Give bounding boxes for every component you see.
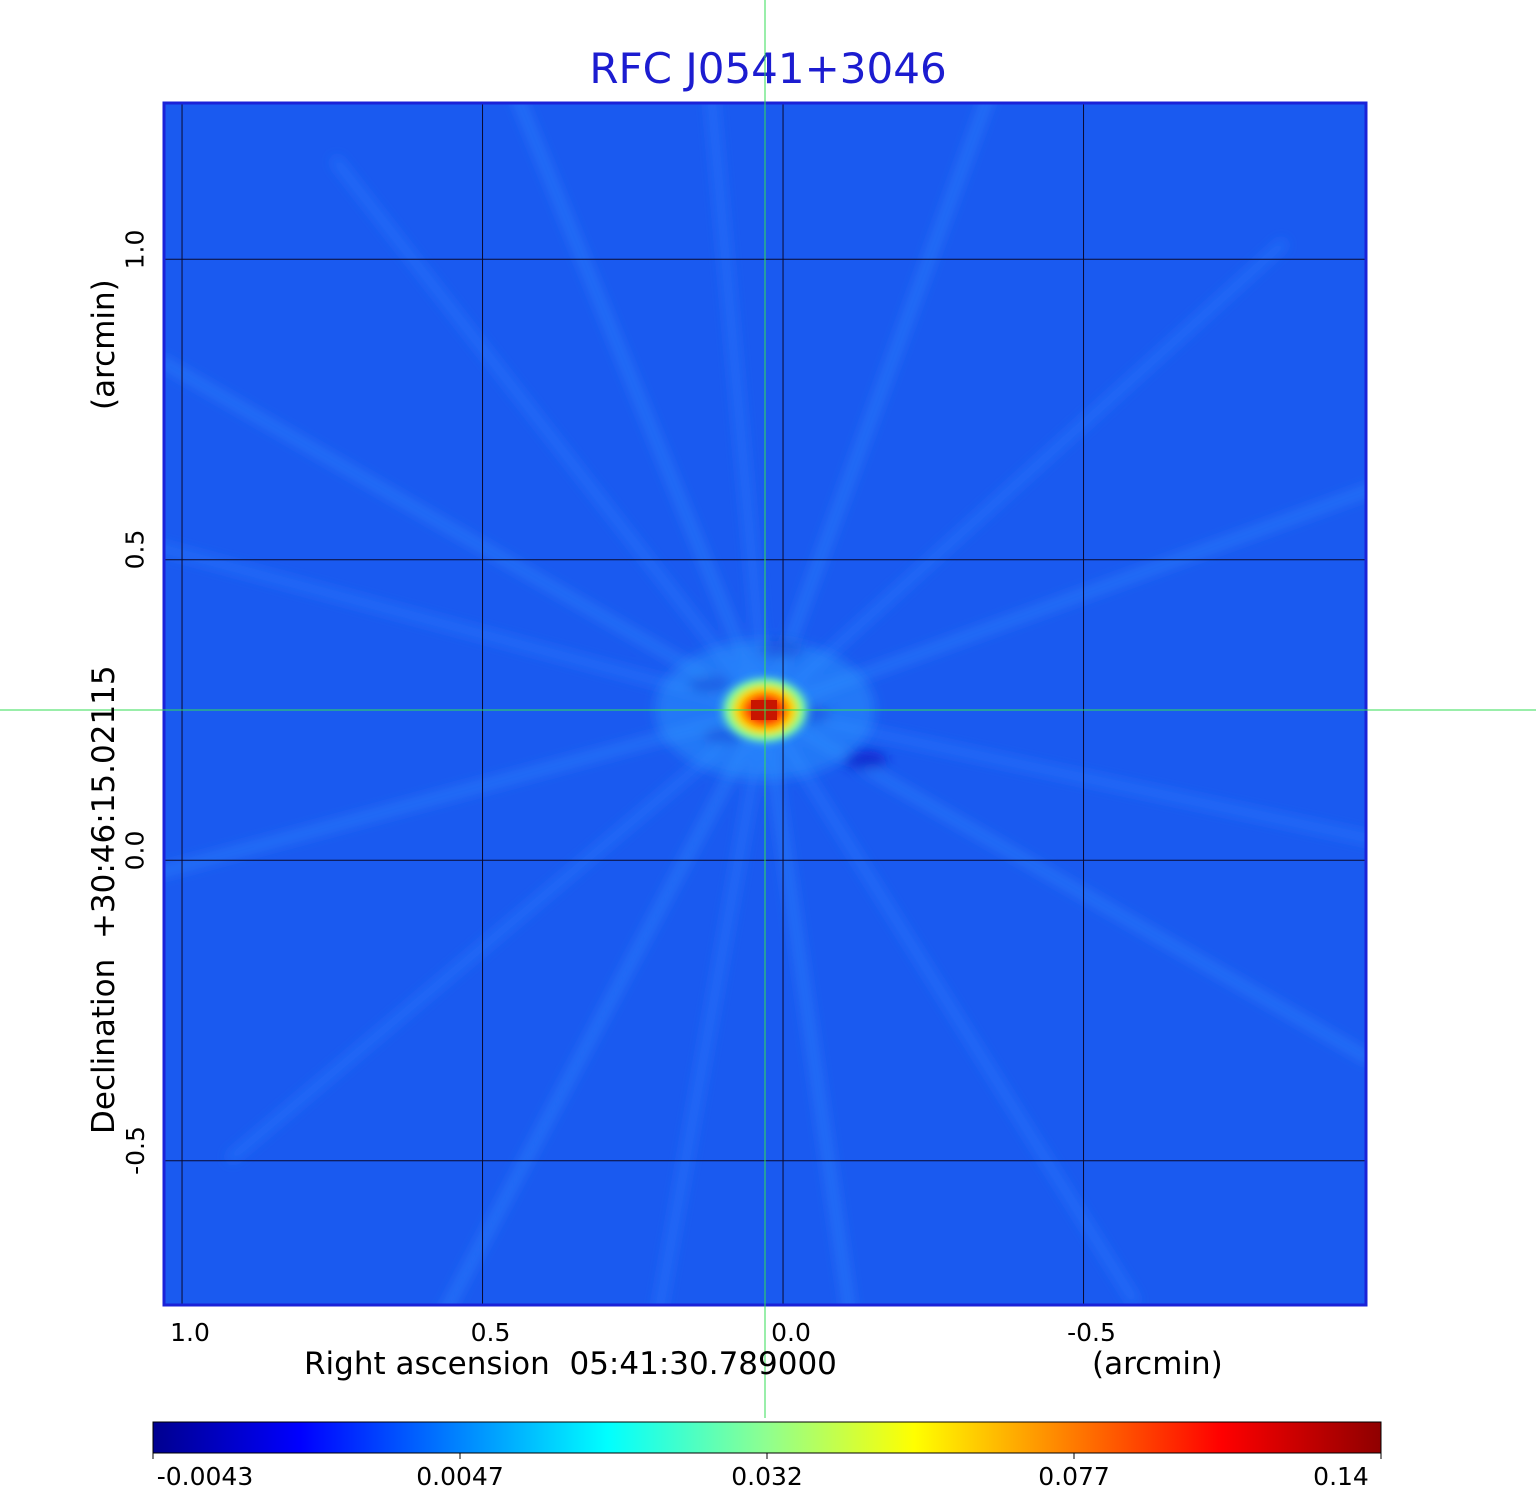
colorbar-tick-label: 0.0047 xyxy=(416,1462,504,1491)
x-tick-label: 0.5 xyxy=(470,1318,511,1347)
streak-3 xyxy=(706,103,770,711)
streak-0 xyxy=(164,357,768,715)
x-axis-unit: (arcmin) xyxy=(1092,1346,1223,1382)
x-tick-label: 0.0 xyxy=(771,1318,811,1347)
colorbar-tick-label: -0.0043 xyxy=(156,1462,254,1491)
crosshair xyxy=(0,0,1536,1418)
streak-4 xyxy=(760,103,992,712)
streak-1 xyxy=(330,155,769,714)
colorbar xyxy=(152,1421,1382,1454)
streak-15 xyxy=(164,543,767,715)
streak-14 xyxy=(164,705,767,877)
y-axis-label: Declination +30:46:15.02115 xyxy=(86,665,122,1134)
streak-9 xyxy=(760,707,1141,1305)
streak-11 xyxy=(655,709,770,1305)
x-tick-label: -0.5 xyxy=(1067,1318,1116,1347)
y-tick-label: 1.0 xyxy=(120,229,150,270)
x-tick-label: 1.0 xyxy=(170,1318,210,1347)
colorbar-tick-label: 0.14 xyxy=(1313,1462,1369,1491)
x-axis-label: Right ascension 05:41:30.789000 xyxy=(304,1346,837,1382)
colorbar-tick-marks xyxy=(152,1453,1382,1459)
chart-title: RFC J0541+3046 xyxy=(589,44,947,93)
streak-13 xyxy=(225,706,769,1164)
y-tick-label: 0.5 xyxy=(120,529,150,570)
negative-lobe-3 xyxy=(843,751,887,770)
streak-7 xyxy=(763,705,1366,843)
streak-12 xyxy=(442,707,770,1305)
colorbar-tick-label: 0.032 xyxy=(731,1462,803,1491)
streak-2 xyxy=(514,103,770,712)
streak-5 xyxy=(761,237,1289,714)
streak-6 xyxy=(763,485,1366,715)
y-axis-unit: (arcmin) xyxy=(86,279,122,410)
y-tick-label: 0.0 xyxy=(120,830,150,871)
streak-10 xyxy=(760,709,854,1305)
colorbar-tick-label: 0.077 xyxy=(1038,1462,1110,1491)
y-tick-label: -0.5 xyxy=(120,1126,150,1176)
